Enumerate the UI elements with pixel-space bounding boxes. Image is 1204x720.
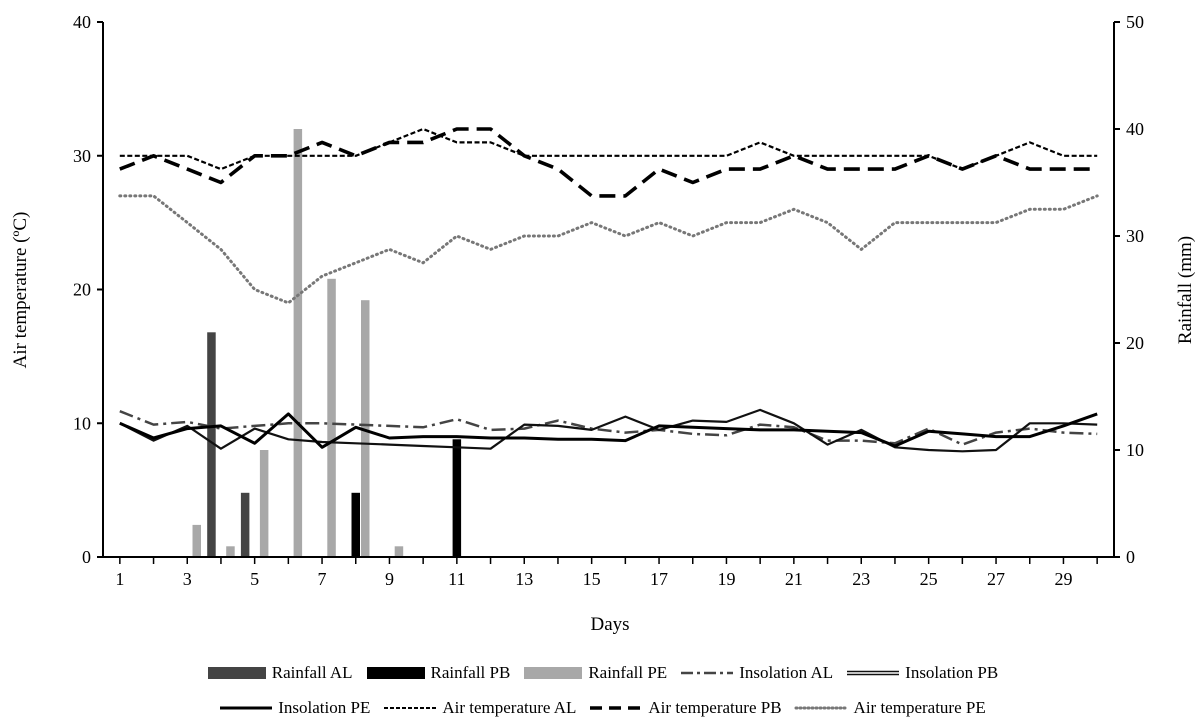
legend-item-rainfall-pe: Rainfall PE: [522, 662, 667, 684]
legend-label: Rainfall PE: [588, 663, 668, 682]
legend-item-rainfall-al: Rainfall AL: [206, 662, 353, 684]
legend-item-air-temperature-al: Air temperature AL: [382, 697, 576, 719]
x-tick-label: 1: [115, 569, 124, 589]
legend-row-2: Insolation PE Air temperature AL Air tem…: [0, 697, 1204, 719]
y-tick-label-right: 20: [1126, 333, 1144, 353]
legend-label: Insolation AL: [739, 663, 834, 682]
legend-label: Insolation PE: [278, 698, 371, 717]
legend-item-insolation-pe: Insolation PE: [218, 697, 370, 719]
y-tick-label-left: 30: [73, 146, 91, 166]
line-series: [119, 127, 1098, 198]
x-tick-label: 15: [583, 569, 601, 589]
y-tick-label-left: 10: [73, 413, 91, 433]
x-tick-label: 9: [385, 569, 394, 589]
y-tick-label-right: 40: [1126, 119, 1144, 139]
legend-row-1: Rainfall AL Rainfall PB Rainfall PE Inso…: [0, 662, 1204, 684]
line-series: [119, 408, 1098, 453]
bar: [327, 278, 336, 557]
x-tick-label: 5: [250, 569, 259, 589]
x-tick-label: 25: [920, 569, 938, 589]
legend-label: Air temperature AL: [442, 698, 577, 717]
legend-label: Air temperature PE: [853, 698, 986, 717]
legend-label: Insolation PB: [905, 663, 999, 682]
bar: [240, 492, 250, 557]
y-tick-label-right: 10: [1126, 440, 1144, 460]
x-tick-label: 11: [448, 569, 465, 589]
x-tick-label: 29: [1054, 569, 1072, 589]
line-series: [119, 412, 1098, 449]
line-layer: [118, 127, 1099, 453]
x-tick-label: 17: [650, 569, 668, 589]
line-series: [118, 194, 1099, 305]
legend-label: Rainfall PB: [430, 663, 511, 682]
x-tick-label: 27: [987, 569, 1005, 589]
bar: [293, 129, 303, 557]
legend-item-insolation-al: Insolation AL: [679, 662, 833, 684]
y-tick-label-right: 30: [1126, 226, 1144, 246]
legend-item-air-temperature-pe: Air temperature PE: [794, 697, 986, 719]
bar: [361, 300, 370, 557]
y-tick-label-left: 40: [73, 12, 91, 32]
x-tick-label: 13: [515, 569, 533, 589]
y-axis-label-left: Air temperature (ºC): [10, 212, 31, 369]
x-tick-label: 23: [852, 569, 870, 589]
bar: [192, 524, 201, 557]
x-tick-label: 3: [183, 569, 192, 589]
bar: [452, 439, 462, 557]
bar: [394, 546, 404, 557]
y-tick-label-left: 20: [73, 280, 91, 300]
legend-item-insolation-pb: Insolation PB: [845, 662, 998, 684]
y-tick-label-left: 0: [82, 547, 91, 567]
y-axis-label-right: Rainfall (mm): [1175, 236, 1196, 344]
y-tick-label-right: 50: [1126, 12, 1144, 32]
legend-label: Rainfall AL: [271, 663, 353, 682]
x-axis-label: Days: [590, 614, 629, 635]
bar: [351, 492, 360, 557]
bar: [226, 546, 235, 557]
bar: [207, 332, 216, 557]
legend-item-rainfall-pb: Rainfall PB: [365, 662, 511, 684]
x-tick-label: 21: [785, 569, 803, 589]
bar-layer: [192, 129, 462, 557]
y-tick-label-right: 0: [1126, 547, 1135, 567]
x-tick-label: 19: [717, 569, 735, 589]
legend-label: Air temperature PB: [648, 698, 782, 717]
bar: [259, 450, 269, 557]
legend-item-air-temperature-pb: Air temperature PB: [588, 697, 782, 719]
x-tick-label: 7: [318, 569, 327, 589]
